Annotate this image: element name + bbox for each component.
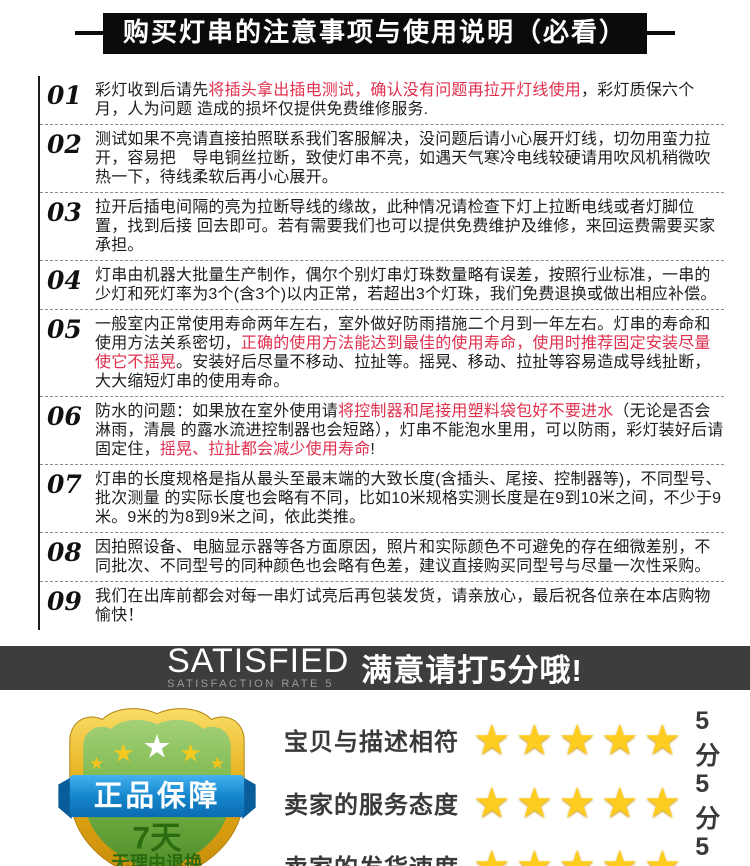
rating-row: 卖家的发货速度★★★★★5分	[284, 833, 730, 866]
star-rating: ★ ★ ★ ★ ★	[473, 841, 682, 866]
star-icon: ★	[515, 715, 554, 763]
notice-text-segment: 一般室内正常使用寿命两年左右，室外做好防雨措施二个月到一年左右。灯串的寿命和使用…	[95, 315, 711, 352]
satisfied-title-zh: 满意请打5分哦!	[361, 653, 583, 689]
rating-label: 卖家的发货速度	[284, 848, 459, 866]
rating-label: 宝贝与描述相符	[284, 729, 459, 757]
star-icon: ★	[558, 715, 596, 763]
notice-text-highlight: 摇晃、拉扯都会减少使用寿命	[159, 440, 371, 458]
notice-text-segment: 测试如果不亮请直接拍照联系我们客服解决，没问题后请小心展开灯线，切勿用蛮力拉开，…	[95, 130, 711, 186]
notice-item: 04 灯串由机器大批量生产制作，偶尔个别灯串灯珠数量略有误差，按照行业标准，一串的…	[40, 261, 724, 310]
notice-text-segment: 拉开后插电间隔的亮为拉断导线的缘故，此种情况请检查下灯上拉断电线或者灯脚位置，找…	[95, 198, 716, 254]
badge-star-icon: ★	[112, 739, 134, 767]
notice-number: 06	[47, 401, 82, 431]
notice-text-segment: 因拍照设备、电脑显示器等各方面原因，照片和实际颜色不可避免的存在细微差别，不同批…	[95, 538, 711, 575]
genuine-guarantee-badge: ★ ★ ★ ★ ★ 正品保障 7天 无理由退换	[56, 706, 258, 866]
badge-policy-text: 无理由退换	[112, 851, 204, 866]
notice-text: 灯串由机器大批量生产制作，偶尔个别灯串灯珠数量略有误差，按照行业标准，一串的少灯…	[95, 266, 724, 304]
rating-label: 卖家的服务态度	[284, 792, 459, 820]
rating-score: 5分	[695, 707, 721, 771]
header-line-left	[74, 31, 103, 36]
badge-days-text: 7天	[132, 819, 182, 855]
star-icon: ★	[473, 841, 511, 866]
notice-text: 测试如果不亮请直接拍照联系我们客服解决，没问题后请小心展开灯线，切勿用蛮力拉开，…	[95, 130, 724, 187]
notice-text-segment: ，彩灯质保六个月，人为问题 造成的损坏仅提供免费维修服务.	[95, 81, 695, 118]
page-title: 购买灯串的注意事项与使用说明（必看）	[102, 13, 647, 54]
notice-text: 防水的问题：如果放在室外使用请将控制器和尾接用塑料袋包好不要进水（无论是否会淋雨…	[95, 402, 724, 459]
star-icon: ★	[473, 778, 511, 826]
star-icon: ★	[600, 778, 639, 826]
ribbon-band	[69, 774, 245, 817]
notice-number: 03	[47, 197, 82, 227]
satisfied-banner: SATISFIED SATISFACTION RATE 5 满意请打5分哦!	[0, 642, 750, 690]
notice-item: 02 测试如果不亮请直接拍照联系我们客服解决，没问题后请小心展开灯线，切勿用蛮力拉…	[40, 125, 724, 193]
rating-row: 卖家的服务态度 ★ ★ ★ ★ ★ 5分	[284, 770, 730, 833]
notice-number: 05	[47, 314, 82, 344]
notice-number: 02	[47, 129, 82, 159]
notice-text-highlight: 正确的使用方法能达到最佳的使用寿命，使用时推荐固定安装尽量使它不摇晃	[95, 334, 711, 371]
notice-text: 彩灯收到后请先将插头拿出插电测试，确认没有问题再拉开灯线使用，彩灯质保六个月，人…	[95, 81, 724, 119]
notice-text-segment: 防水的问题：如果放在室外使用请	[95, 402, 339, 420]
badge-star-icon: ★	[142, 728, 171, 764]
star-icon: ★	[600, 841, 639, 866]
ribbon-right-fold	[242, 776, 256, 819]
satisfied-subtitle: SATISFACTION RATE 5	[167, 677, 335, 690]
notice-text: 我们在出库前都会对每一串灯试亮后再包装发货，请亲放心，最后祝各位亲在本店购物愉快…	[95, 587, 724, 625]
star-icon: ★	[473, 715, 511, 763]
star-icon: ★	[643, 715, 682, 763]
notice-item: 06 防水的问题：如果放在室外使用请将控制器和尾接用塑料袋包好不要进水（无论是否会…	[40, 397, 724, 465]
notice-text-segment: 我们在出库前都会对每一串灯试亮后再包装发货，请亲放心，最后祝各位亲在本店购物愉快…	[95, 587, 711, 624]
rating-rows: 宝贝与描述相符★★★★★5分卖家的服务态度★★★★★5分卖家的发货速度★★★★★…	[284, 706, 730, 866]
notice-text-highlight: 将插头拿出插电测试，确认没有问题再拉开灯线使用	[208, 81, 582, 99]
notice-item: 07 灯串的长度规格是指从最头至最末端的大致长度(含插头、尾接、控制器等)，不同型…	[40, 465, 724, 533]
badge-star-icon: ★	[210, 753, 225, 773]
notice-text: 一般室内正常使用寿命两年左右，室外做好防雨措施二个月到一年左右。灯串的寿命和使用…	[95, 315, 724, 391]
badge-ribbon-text: 正品保障	[94, 779, 220, 812]
notice-number: 04	[47, 265, 82, 295]
notice-item: 03 拉开后插电间隔的亮为拉断导线的缘故，此种情况请检查下灯上拉断电线或者灯脚位置…	[40, 193, 724, 261]
notice-number: 01	[47, 80, 82, 110]
star-icon: ★	[643, 841, 682, 866]
notice-text-highlight: 将控制器和尾接用塑料袋包好不要进水	[338, 402, 614, 420]
notice-item: 09 我们在出库前都会对每一串灯试亮后再包装发货，请亲放心，最后祝各位亲在本店购物…	[40, 582, 724, 630]
badge-star-icon: ★	[89, 753, 104, 773]
rating-section: ★ ★ ★ ★ ★ 正品保障 7天 无理由退换 宝贝与描述相符 ★ ★ ★ ★ ★ 5分 卖家…	[0, 690, 750, 866]
star-icon: ★	[515, 841, 554, 866]
notice-text: 灯串的长度规格是指从最头至最末端的大致长度(含插头、尾接、控制器等)，不同型号、…	[95, 470, 724, 527]
header-line-right	[647, 31, 675, 36]
notice-text-segment: 。安装好后尽量不移动、拉扯等。摇晃、移动、拉扯等容易造成导线扯断，大大缩短灯串的…	[95, 353, 711, 390]
notice-text-segment: !	[370, 440, 376, 458]
notice-text-segment: 灯串的长度规格是指从最头至最末端的大致长度(含插头、尾接、控制器等)，不同型号、…	[95, 470, 722, 526]
header-banner: 购买灯串的注意事项与使用说明（必看）	[0, 13, 750, 54]
notice-text-segment: 彩灯收到后请先	[95, 81, 209, 99]
ribbon-left-fold	[58, 776, 72, 819]
notice-text-segment: （无论是否会淋雨，清晨 的露水流进控制器也会短路），灯串不能泡水里用，可以防雨，…	[95, 402, 724, 458]
rating-row: 宝贝与描述相符 ★ ★ ★ ★ ★ 5分	[284, 707, 730, 770]
satisfied-en-block: SATISFIED SATISFACTION RATE 5	[167, 642, 350, 690]
star-rating: ★ ★ ★ ★ ★	[473, 778, 682, 826]
star-rating: ★ ★ ★ ★ ★	[473, 715, 682, 763]
notice-text: 因拍照设备、电脑显示器等各方面原因，照片和实际颜色不可避免的存在细微差别，不同批…	[95, 538, 724, 576]
shield-badge-icon: ★ ★ ★ ★ ★ 正品保障 7天 无理由退换	[58, 707, 256, 866]
rating-score: 5分	[695, 833, 710, 862]
notice-text: 拉开后插电间隔的亮为拉断导线的缘故，此种情况请检查下灯上拉断电线或者灯脚位置，找…	[95, 198, 724, 255]
rating-score: 5分	[695, 770, 721, 834]
satisfied-title-en: SATISFIED	[167, 642, 350, 681]
notice-number: 08	[47, 537, 82, 567]
star-icon: ★	[643, 778, 682, 826]
badge-star-icon: ★	[179, 739, 201, 767]
star-icon: ★	[515, 778, 554, 826]
notice-list: 01 彩灯收到后请先将插头拿出插电测试，确认没有问题再拉开灯线使用，彩灯质保六个月…	[38, 75, 724, 630]
notice-text-segment: 灯串由机器大批量生产制作，偶尔个别灯串灯珠数量略有误差，按照行业标准，一串的少灯…	[95, 266, 717, 303]
notice-item: 08 因拍照设备、电脑显示器等各方面原因，照片和实际颜色不可避免的存在细微差别，不…	[40, 533, 724, 582]
star-icon: ★	[600, 715, 639, 763]
notice-number: 09	[47, 586, 82, 616]
notice-item: 01 彩灯收到后请先将插头拿出插电测试，确认没有问题再拉开灯线使用，彩灯质保六个月…	[40, 76, 724, 125]
notice-number: 07	[47, 469, 82, 499]
notice-item: 05 一般室内正常使用寿命两年左右，室外做好防雨措施二个月到一年左右。灯串的寿命和…	[40, 310, 724, 397]
star-icon: ★	[558, 841, 596, 866]
star-icon: ★	[558, 778, 596, 826]
